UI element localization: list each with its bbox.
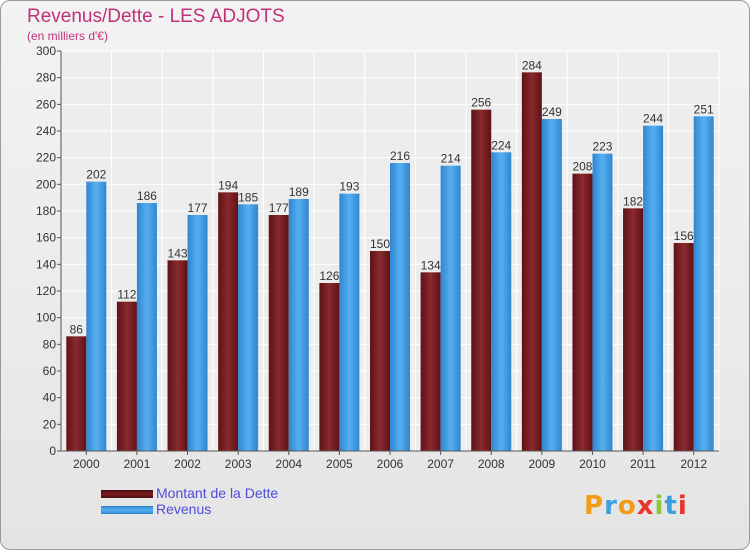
bar-revenus [187,215,208,451]
logo-letter: r [604,491,618,521]
x-tick-label: 2011 [630,457,656,471]
logo-letter: t [664,491,678,521]
bar-dette [319,283,340,451]
bar-dette [623,208,644,451]
data-label-dette: 150 [370,237,390,251]
bar-dette [572,173,593,451]
legend-label-revenus: Revenus [156,501,212,517]
y-tick-label: 240 [36,124,56,138]
y-tick-label: 0 [49,444,56,458]
bar-dette [66,336,87,451]
bar-revenus [643,125,664,452]
y-tick-label: 60 [43,364,57,378]
bar-dette [521,72,542,451]
bar-dette [167,260,188,451]
x-tick-label: 2000 [73,457,100,471]
y-tick-label: 200 [36,177,56,191]
x-tick-label: 2008 [478,457,505,471]
data-label-revenus: 214 [441,152,461,166]
bar-dette [471,109,492,452]
x-tick-label: 2006 [377,457,404,471]
logo-letter: P [584,491,605,521]
data-label-dette: 208 [572,160,592,174]
x-tick-label: 2003 [225,457,252,471]
data-label-dette: 194 [218,178,238,192]
logo-letter: i [677,491,688,521]
y-tick-label: 180 [36,204,56,218]
y-tick-label: 120 [36,284,56,298]
data-label-dette: 86 [70,322,84,336]
y-tick-label: 160 [36,231,56,245]
data-label-revenus: 244 [643,112,663,126]
bar-revenus [238,204,259,451]
chart-subtitle: (en milliers d'€) [27,29,108,43]
data-label-revenus: 223 [592,140,612,154]
y-tick-label: 20 [43,417,57,431]
logo-letter: o [617,491,637,521]
data-label-dette: 126 [319,269,339,283]
y-tick-label: 260 [36,97,56,111]
logo-letter: x [636,491,655,521]
logo-letter: i [654,491,665,521]
y-tick-label: 300 [36,44,56,58]
y-tick-label: 140 [36,257,56,271]
data-label-revenus: 202 [86,168,106,182]
data-label-revenus: 186 [137,189,157,203]
bar-revenus [339,193,360,451]
y-tick-label: 40 [43,391,57,405]
y-tick-label: 280 [36,71,56,85]
bar-dette [268,215,289,451]
data-label-revenus: 224 [491,138,511,152]
bar-revenus [440,165,461,451]
legend-swatch-revenus [101,506,153,514]
data-label-revenus: 249 [542,105,562,119]
bar-dette [370,251,390,451]
x-tick-label: 2010 [579,457,606,471]
bar-dette [420,272,441,451]
bar-dette [673,243,694,451]
data-label-revenus: 189 [289,185,309,199]
data-label-dette: 182 [623,194,643,208]
bar-revenus [86,181,107,451]
bar-revenus [592,153,613,451]
x-tick-label: 2009 [528,457,555,471]
bar-revenus [288,199,309,451]
data-label-dette: 284 [522,58,542,72]
data-label-revenus: 193 [339,180,359,194]
y-tick-label: 80 [43,337,57,351]
data-label-revenus: 216 [390,149,410,163]
data-label-dette: 177 [269,201,289,215]
bar-revenus [693,116,714,451]
data-label-dette: 134 [421,258,441,272]
data-label-dette: 256 [471,96,491,110]
x-tick-label: 2004 [275,457,302,471]
bar-revenus [491,152,512,452]
legend-label-dette: Montant de la Dette [156,485,279,501]
bar-dette [116,301,137,451]
x-tick-label: 2001 [124,457,151,471]
x-tick-label: 2005 [326,457,353,471]
proxiti-logo: Proxiti [584,491,688,521]
data-label-dette: 143 [168,246,188,260]
legend-swatch-dette [101,490,153,498]
y-tick-label: 100 [36,311,56,325]
bar-revenus [541,119,562,451]
x-tick-label: 2012 [680,457,707,471]
data-label-revenus: 251 [694,102,714,116]
bar-revenus [390,163,410,451]
bar-revenus [136,203,157,451]
data-label-revenus: 185 [238,190,258,204]
x-tick-label: 2007 [427,457,454,471]
x-tick-label: 2002 [174,457,201,471]
data-label-dette: 112 [117,288,136,302]
data-label-revenus: 177 [188,201,208,215]
data-label-dette: 156 [674,229,694,243]
bar-dette [218,192,239,452]
chart-title: Revenus/Dette - LES ADJOTS [27,6,285,27]
y-tick-label: 220 [36,151,56,165]
